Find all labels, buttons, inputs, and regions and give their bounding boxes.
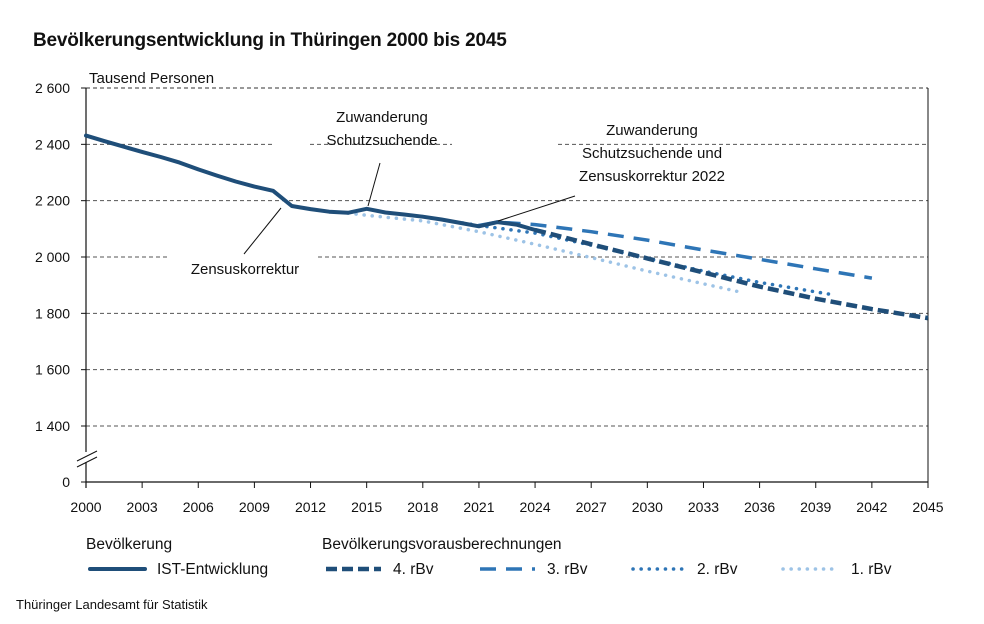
x-tick-label: 2036 bbox=[744, 499, 775, 515]
axis-break-mark bbox=[76, 456, 98, 468]
axis-break-mark bbox=[76, 450, 98, 462]
legend-label: 4. rBv bbox=[393, 561, 434, 578]
legend: Bevölkerung Bevölkerungsvorausberechnunge… bbox=[86, 536, 892, 578]
axes: 0 1 400 1 600 1 800 2 000 2 200 2 400 2 600 2000… bbox=[35, 80, 944, 515]
x-tick-label: 2006 bbox=[183, 499, 214, 515]
legend-label: 3. rBv bbox=[547, 561, 588, 578]
x-tick-label: 2024 bbox=[519, 499, 550, 515]
x-tick-label: 2033 bbox=[688, 499, 719, 515]
x-tick-label: 2015 bbox=[351, 499, 382, 515]
x-tick-label: 2030 bbox=[632, 499, 663, 515]
annotation-text: Zuwanderung bbox=[606, 122, 698, 139]
y-tick-label: 1 400 bbox=[35, 418, 70, 434]
series-lines bbox=[84, 133, 929, 321]
x-tick-label: 2045 bbox=[912, 499, 943, 515]
annotation-leader-line bbox=[367, 162, 381, 207]
x-tick-label: 2018 bbox=[407, 499, 438, 515]
annotation-text: Zensuskorrektur bbox=[191, 261, 299, 278]
gridlines bbox=[86, 87, 928, 427]
y-tick-label: 2 000 bbox=[35, 249, 70, 265]
y-axis-label: Tausend Personen bbox=[89, 70, 214, 87]
y-tick-label: 1 600 bbox=[35, 362, 70, 378]
annotation-leader-line bbox=[497, 195, 576, 222]
annotation-text: Schutzsuchende und bbox=[582, 145, 722, 162]
series-line-2-rbv bbox=[421, 214, 837, 297]
x-tick-label: 2003 bbox=[127, 499, 158, 515]
legend-group-title: Bevölkerung bbox=[86, 536, 172, 553]
series-line-4-rbv bbox=[534, 227, 929, 321]
y-tick-label: 0 bbox=[62, 474, 70, 490]
annotation-text: Schutzsuchende bbox=[327, 132, 438, 149]
annotation-leader-line bbox=[243, 207, 282, 255]
annotations: Zensuskorrektur Zuwanderung Schutzsuchende… bbox=[191, 109, 725, 278]
legend-group-title: Bevölkerungsvorausberechnungen bbox=[322, 536, 562, 553]
annotation-text: Zuwanderung bbox=[336, 109, 428, 126]
y-tick-label: 2 200 bbox=[35, 193, 70, 209]
y-tick-label: 2 600 bbox=[35, 80, 70, 96]
x-tick-label: 2000 bbox=[70, 499, 101, 515]
y-tick-label: 2 400 bbox=[35, 136, 70, 152]
annotation-text: Zensuskorrektur 2022 bbox=[579, 168, 725, 185]
source-note: Thüringer Landesamt für Statistik bbox=[16, 597, 208, 612]
x-tick-label: 2039 bbox=[800, 499, 831, 515]
x-tick-label: 2009 bbox=[239, 499, 270, 515]
legend-label: 1. rBv bbox=[851, 561, 892, 578]
x-tick-label: 2012 bbox=[295, 499, 326, 515]
x-tick-label: 2042 bbox=[856, 499, 887, 515]
legend-label: 2. rBv bbox=[697, 561, 738, 578]
x-tick-label: 2021 bbox=[463, 499, 494, 515]
series-line-ist-entwicklung bbox=[84, 133, 538, 232]
x-tick-label: 2027 bbox=[576, 499, 607, 515]
chart-title: Bevölkerungsentwicklung in Thüringen 200… bbox=[33, 30, 507, 51]
y-tick-label: 1 800 bbox=[35, 305, 70, 321]
legend-label: IST-Entwicklung bbox=[157, 561, 268, 578]
